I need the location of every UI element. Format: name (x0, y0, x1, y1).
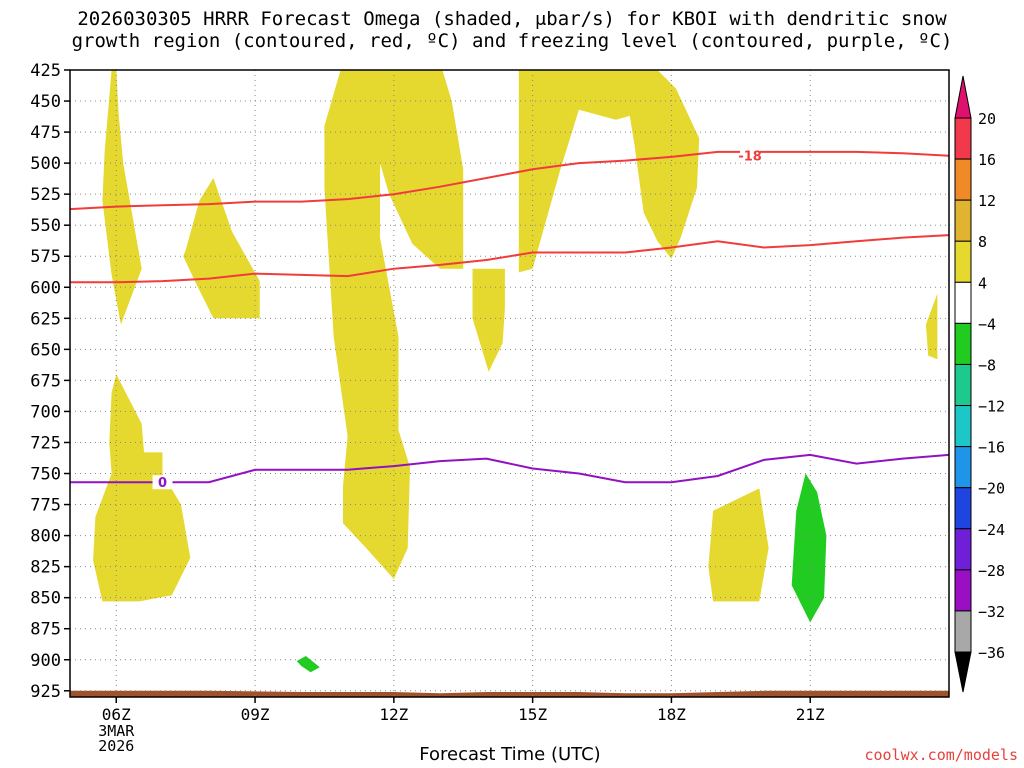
colorbar-swatch-3 (954, 240, 972, 283)
x-axis-label: Forecast Time (UTC) (419, 744, 601, 765)
y-tick-label-650: 650 (30, 340, 61, 360)
y-tick-label-475: 475 (30, 123, 61, 143)
contour-label-0: 0 (158, 476, 167, 491)
colorbar-swatch-2 (954, 199, 972, 242)
contour-label-bg--18 (740, 148, 761, 163)
omega-region-up-7 (708, 488, 769, 602)
colorbar-label-12: −32 (978, 603, 1005, 621)
colorbar-bottom-arrow (954, 651, 972, 693)
y-tick-label-625: 625 (30, 309, 61, 329)
contour-line--12 (70, 234, 950, 284)
contour-label--18: -18 (738, 150, 762, 165)
x-tick-label-18Z: 18Z (657, 705, 686, 724)
colorbar-label-9: −20 (978, 480, 1005, 498)
colorbar-swatch-0 (954, 117, 972, 160)
y-tick-label-700: 700 (30, 402, 61, 422)
x-tick-label-12Z: 12Z (379, 705, 408, 724)
omega-region-down-2 (296, 656, 320, 673)
omega-shading (93, 70, 938, 673)
y-tick-label-550: 550 (30, 216, 61, 236)
temperature-contours: -18 0 (69, 148, 950, 491)
x-date-label-0: 3MAR (98, 722, 135, 740)
terrain-surface (70, 690, 949, 697)
colorbar-label-7: −12 (978, 398, 1005, 416)
colorbar-label-8: −16 (978, 439, 1005, 457)
y-tick-label-600: 600 (30, 278, 61, 298)
colorbar-swatch-9 (954, 487, 972, 530)
y-tick-label-525: 525 (30, 185, 61, 205)
colorbar-swatch-11 (954, 569, 972, 612)
plot-border (69, 69, 950, 698)
y-tick-label-500: 500 (30, 154, 61, 174)
x-tick-label-15Z: 15Z (518, 705, 547, 724)
y-tick-label-875: 875 (30, 620, 61, 640)
omega-region-up-2 (183, 178, 260, 319)
colorbar-swatch-8 (954, 446, 972, 489)
surface-fill (70, 690, 949, 697)
y-tick-label-800: 800 (30, 527, 61, 547)
colorbar-label-1: 16 (978, 151, 996, 169)
omega-region-up-8 (925, 293, 938, 360)
colorbar-label-11: −28 (978, 562, 1005, 580)
colorbar-swatch-5 (954, 322, 972, 365)
contour-label-bg-0 (152, 475, 173, 490)
colorbar-swatch-1 (954, 158, 972, 201)
colorbar-label-0: 20 (978, 110, 996, 128)
y-tick-label-450: 450 (30, 92, 61, 112)
y-tick-label-425: 425 (30, 61, 61, 81)
x-tick-label-06Z: 06Z (102, 705, 131, 724)
y-tick-label-575: 575 (30, 247, 61, 267)
y-tick-label-900: 900 (30, 651, 61, 671)
y-tick-label-750: 750 (30, 465, 61, 485)
credit-link[interactable]: coolwx.com/models (864, 746, 1018, 764)
y-axis: 425 450 475 500 525 550 575 600 625 650 675 700 725 7… (30, 61, 70, 702)
omega-region-up-1 (102, 70, 142, 325)
omega-region-up-5 (472, 268, 505, 372)
omega-region-up-3 (93, 374, 191, 602)
colorbar-swatch-7 (954, 405, 972, 448)
x-tick-label-09Z: 09Z (241, 705, 270, 724)
colorbar-top-arrow (954, 75, 972, 119)
x-date-label-1: 2026 (98, 737, 134, 755)
colorbar-label-13: −36 (978, 644, 1005, 662)
x-tick-label-21Z: 21Z (796, 705, 825, 724)
colorbar-label-4: 4 (978, 274, 987, 292)
y-tick-label-675: 675 (30, 371, 61, 391)
y-tick-label-850: 850 (30, 589, 61, 609)
y-tick-label-825: 825 (30, 558, 61, 578)
omega-region-down-1 (791, 473, 827, 623)
contour-line--18 (69, 150, 950, 211)
y-tick-label-775: 775 (30, 496, 61, 516)
colorbar-label-6: −8 (978, 356, 996, 374)
colorbar-swatch-12 (954, 610, 972, 653)
colorbar-swatch-4 (954, 281, 972, 324)
colorbar: 20 16 12 8 4 −4 −8 −12 −16 −20 −24 −28 −32 −36 (954, 75, 1005, 693)
chart-title: 2026030305 HRRR Forecast Omega (shaded, … (71, 8, 953, 52)
plot-frame (69, 69, 950, 698)
omega-region-up-6 (518, 70, 700, 273)
colorbar-label-10: −24 (978, 521, 1005, 539)
colorbar-swatch-10 (954, 528, 972, 571)
y-tick-label-925: 925 (30, 682, 61, 702)
colorbar-label-5: −4 (978, 315, 996, 333)
contour-line-0 (70, 453, 950, 484)
y-tick-label-725: 725 (30, 433, 61, 453)
colorbar-swatch-6 (954, 363, 972, 407)
colorbar-label-3: 8 (978, 233, 987, 251)
colorbar-label-2: 12 (978, 192, 996, 210)
